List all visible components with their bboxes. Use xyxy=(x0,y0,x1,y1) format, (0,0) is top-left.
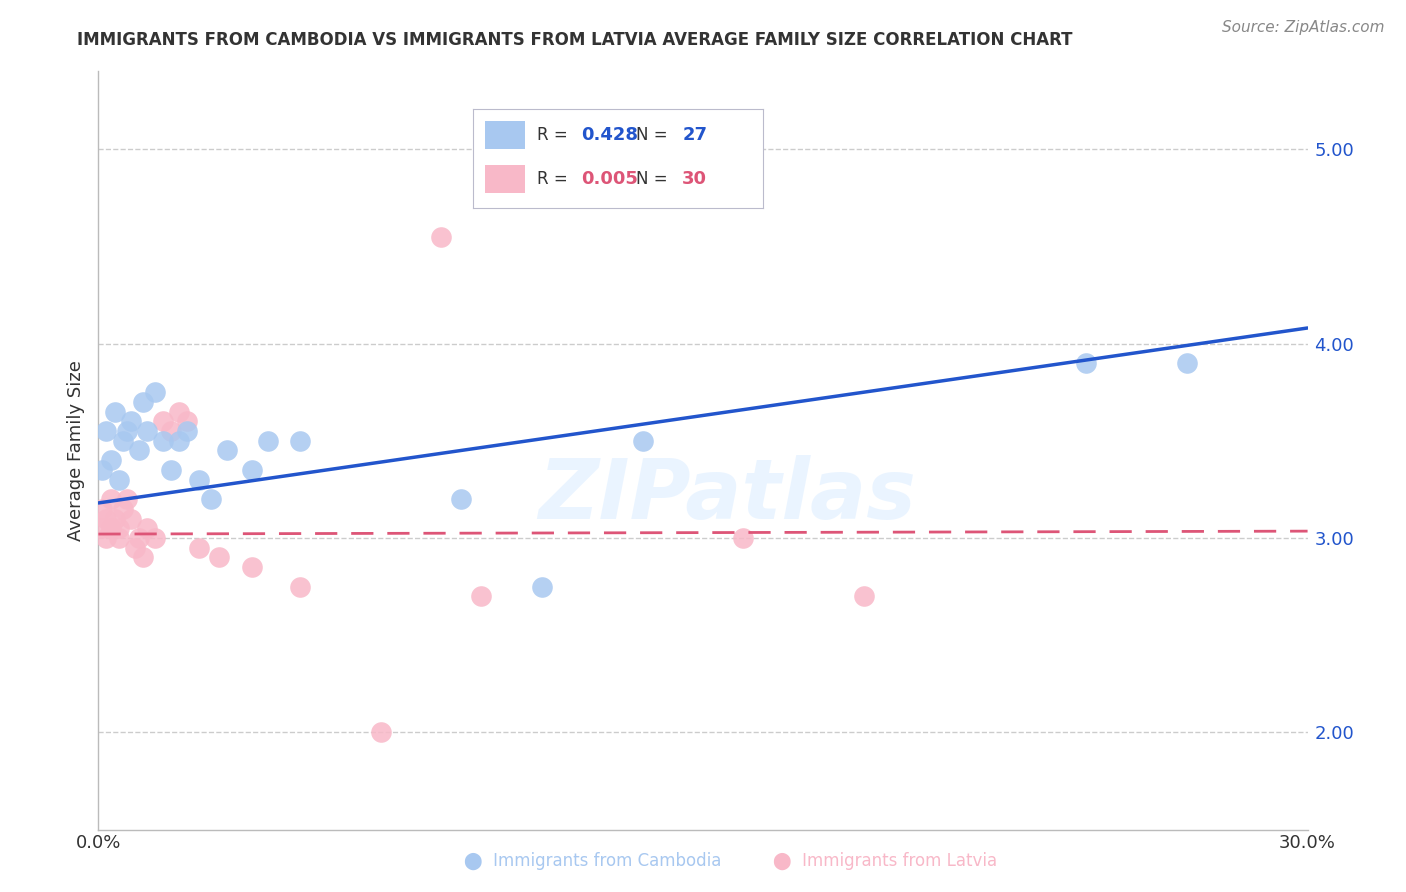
Point xyxy=(733,531,755,545)
Point xyxy=(188,473,211,487)
Point xyxy=(240,463,263,477)
Point xyxy=(208,550,231,565)
Point xyxy=(107,473,129,487)
Point xyxy=(160,424,183,438)
Point xyxy=(256,434,278,448)
Point xyxy=(132,550,155,565)
Point xyxy=(853,589,876,603)
Point xyxy=(143,531,166,545)
Point xyxy=(176,424,198,438)
Point xyxy=(152,434,174,448)
Point xyxy=(135,424,157,438)
Point xyxy=(160,463,183,477)
Point xyxy=(135,521,157,535)
Point xyxy=(530,580,553,594)
Point xyxy=(115,491,138,506)
Point xyxy=(115,424,138,438)
Point xyxy=(167,434,190,448)
Point xyxy=(91,463,114,477)
Point xyxy=(100,521,122,535)
Point xyxy=(100,453,122,467)
Point xyxy=(176,414,198,428)
Point xyxy=(240,560,263,574)
Point xyxy=(430,229,453,244)
Text: Source: ZipAtlas.com: Source: ZipAtlas.com xyxy=(1222,20,1385,35)
Point xyxy=(152,414,174,428)
Point xyxy=(167,404,190,418)
Point xyxy=(370,725,392,739)
Point xyxy=(107,521,129,535)
Point xyxy=(91,521,114,535)
Point xyxy=(128,443,150,458)
Point xyxy=(450,491,472,506)
Point xyxy=(96,424,118,438)
Point xyxy=(91,501,114,516)
Text: ⬤  Immigrants from Cambodia: ⬤ Immigrants from Cambodia xyxy=(464,852,721,870)
Point xyxy=(100,491,122,506)
Point xyxy=(288,434,311,448)
Point xyxy=(143,385,166,400)
Point xyxy=(111,434,134,448)
Text: IMMIGRANTS FROM CAMBODIA VS IMMIGRANTS FROM LATVIA AVERAGE FAMILY SIZE CORRELATI: IMMIGRANTS FROM CAMBODIA VS IMMIGRANTS F… xyxy=(77,31,1073,49)
Point xyxy=(96,531,118,545)
Point xyxy=(631,434,654,448)
Point xyxy=(132,395,155,409)
Point xyxy=(188,541,211,555)
Point xyxy=(470,589,492,603)
Text: ZIPatlas: ZIPatlas xyxy=(538,456,917,536)
Point xyxy=(107,531,129,545)
Point xyxy=(111,501,134,516)
Point xyxy=(103,511,125,525)
Point xyxy=(96,511,118,525)
Point xyxy=(103,404,125,418)
Point xyxy=(124,541,146,555)
Point xyxy=(288,580,311,594)
Point xyxy=(120,414,142,428)
Point xyxy=(120,511,142,525)
Point xyxy=(200,491,222,506)
Point xyxy=(128,531,150,545)
Text: ⬤  Immigrants from Latvia: ⬤ Immigrants from Latvia xyxy=(773,852,997,870)
Point xyxy=(217,443,239,458)
Y-axis label: Average Family Size: Average Family Size xyxy=(66,360,84,541)
Point xyxy=(1175,356,1198,370)
Point xyxy=(1074,356,1097,370)
